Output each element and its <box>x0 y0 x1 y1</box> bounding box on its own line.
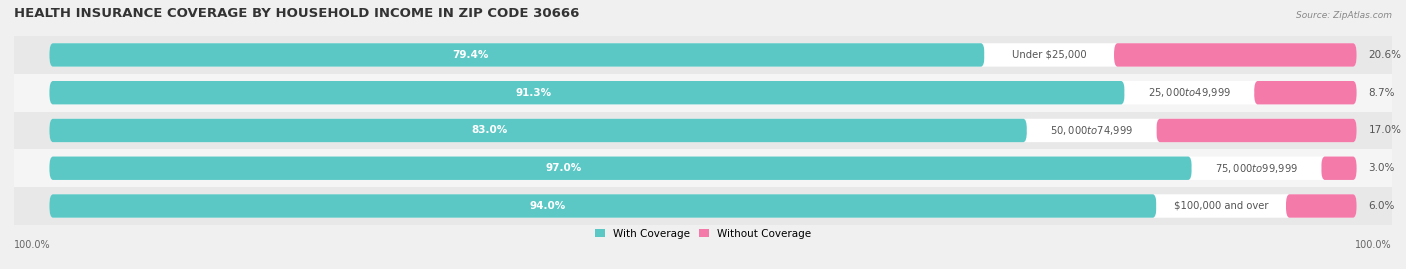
Text: 97.0%: 97.0% <box>546 163 582 173</box>
Text: 100.0%: 100.0% <box>14 240 51 250</box>
Text: Source: ZipAtlas.com: Source: ZipAtlas.com <box>1296 12 1392 20</box>
FancyBboxPatch shape <box>984 45 1114 65</box>
Text: $100,000 and over: $100,000 and over <box>1174 201 1268 211</box>
Text: $25,000 to $49,999: $25,000 to $49,999 <box>1147 86 1232 99</box>
FancyBboxPatch shape <box>49 43 984 67</box>
FancyBboxPatch shape <box>1322 157 1357 180</box>
FancyBboxPatch shape <box>49 119 1357 142</box>
FancyBboxPatch shape <box>1286 194 1357 218</box>
FancyBboxPatch shape <box>14 112 1392 149</box>
Text: 3.0%: 3.0% <box>1368 163 1395 173</box>
Text: 91.3%: 91.3% <box>515 88 551 98</box>
FancyBboxPatch shape <box>49 81 1125 104</box>
Legend: With Coverage, Without Coverage: With Coverage, Without Coverage <box>591 225 815 243</box>
Text: 94.0%: 94.0% <box>530 201 565 211</box>
FancyBboxPatch shape <box>1026 121 1156 140</box>
FancyBboxPatch shape <box>49 157 1192 180</box>
FancyBboxPatch shape <box>14 149 1392 187</box>
Text: $50,000 to $74,999: $50,000 to $74,999 <box>1050 124 1133 137</box>
Text: 83.0%: 83.0% <box>471 125 508 136</box>
FancyBboxPatch shape <box>1114 43 1357 67</box>
Text: Under $25,000: Under $25,000 <box>1012 50 1087 60</box>
FancyBboxPatch shape <box>1192 158 1322 178</box>
Text: HEALTH INSURANCE COVERAGE BY HOUSEHOLD INCOME IN ZIP CODE 30666: HEALTH INSURANCE COVERAGE BY HOUSEHOLD I… <box>14 8 579 20</box>
Text: 79.4%: 79.4% <box>451 50 488 60</box>
Text: 20.6%: 20.6% <box>1368 50 1402 60</box>
FancyBboxPatch shape <box>49 81 1357 104</box>
FancyBboxPatch shape <box>49 157 1357 180</box>
FancyBboxPatch shape <box>49 43 1357 67</box>
FancyBboxPatch shape <box>14 187 1392 225</box>
FancyBboxPatch shape <box>1156 196 1286 216</box>
Text: 17.0%: 17.0% <box>1368 125 1402 136</box>
FancyBboxPatch shape <box>1254 81 1357 104</box>
Text: 6.0%: 6.0% <box>1368 201 1395 211</box>
Text: $75,000 to $99,999: $75,000 to $99,999 <box>1215 162 1298 175</box>
FancyBboxPatch shape <box>49 194 1357 218</box>
FancyBboxPatch shape <box>49 194 1156 218</box>
Text: 100.0%: 100.0% <box>1355 240 1392 250</box>
Text: 8.7%: 8.7% <box>1368 88 1395 98</box>
FancyBboxPatch shape <box>14 36 1392 74</box>
FancyBboxPatch shape <box>49 119 1026 142</box>
FancyBboxPatch shape <box>1156 119 1357 142</box>
FancyBboxPatch shape <box>1125 83 1254 102</box>
FancyBboxPatch shape <box>14 74 1392 112</box>
